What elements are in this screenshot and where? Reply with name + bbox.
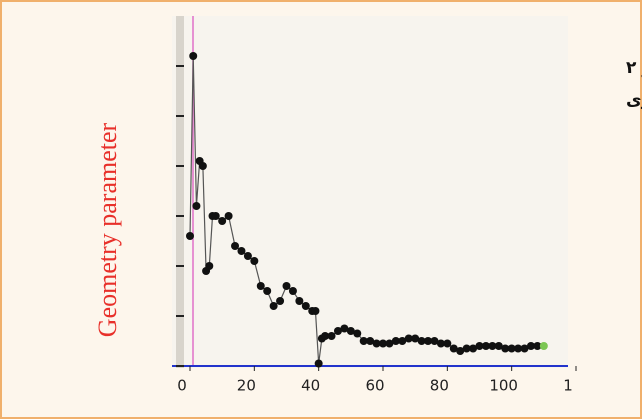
point (231, 242, 240, 250)
point (449, 344, 458, 353)
point (186, 232, 194, 240)
point (314, 359, 323, 368)
point (443, 339, 452, 348)
point (514, 344, 523, 353)
point (243, 252, 252, 260)
point (398, 337, 407, 345)
point (462, 344, 471, 353)
point (321, 332, 330, 340)
point (327, 332, 336, 340)
chart-title: تصویر ۲ (626, 58, 642, 78)
point (359, 337, 368, 345)
x-tick-label: 1 (563, 377, 573, 395)
point (346, 327, 355, 335)
point (211, 212, 220, 220)
point (533, 342, 542, 350)
x-tick-label: 20 (237, 377, 256, 395)
point (198, 162, 207, 170)
point (385, 339, 394, 348)
point (218, 217, 227, 225)
point (456, 347, 465, 355)
x-tick-label: 100 (489, 377, 518, 395)
point (430, 337, 439, 345)
x-tick-label: 40 (301, 377, 320, 395)
point (288, 287, 297, 295)
point (295, 297, 304, 305)
point (379, 339, 387, 348)
y-axis-label: Geometry parameter (93, 122, 122, 337)
x-tick-label: 80 (430, 377, 449, 395)
point (424, 337, 433, 345)
x-tick-label: 0 (177, 377, 187, 395)
y-axis-band (176, 16, 184, 368)
point (263, 287, 272, 295)
point (224, 212, 233, 220)
point (494, 342, 503, 350)
point (192, 202, 201, 210)
point (526, 342, 535, 350)
point (411, 334, 420, 343)
point (507, 344, 516, 353)
point (501, 344, 510, 353)
point (189, 52, 198, 60)
point (469, 344, 478, 353)
point (488, 342, 497, 350)
point (256, 282, 265, 290)
point (539, 342, 548, 350)
point (417, 337, 426, 345)
point (269, 302, 278, 310)
point (205, 262, 214, 270)
point (366, 337, 375, 345)
point (436, 339, 445, 348)
point (520, 344, 529, 353)
point (282, 282, 291, 290)
point (250, 257, 259, 265)
point (311, 307, 320, 315)
plot-area (172, 16, 568, 368)
point (475, 342, 484, 350)
point (301, 302, 310, 310)
point (340, 324, 349, 333)
point (391, 337, 400, 345)
point (237, 247, 246, 255)
point (353, 329, 362, 338)
point (333, 327, 342, 335)
point (276, 297, 285, 305)
point (372, 339, 381, 348)
point (481, 342, 490, 350)
x-tick-label: 60 (365, 377, 384, 395)
point (404, 334, 413, 343)
chart-subtitle: نمودار هندسه طراحی طی بهینه‌سازی (626, 90, 642, 110)
